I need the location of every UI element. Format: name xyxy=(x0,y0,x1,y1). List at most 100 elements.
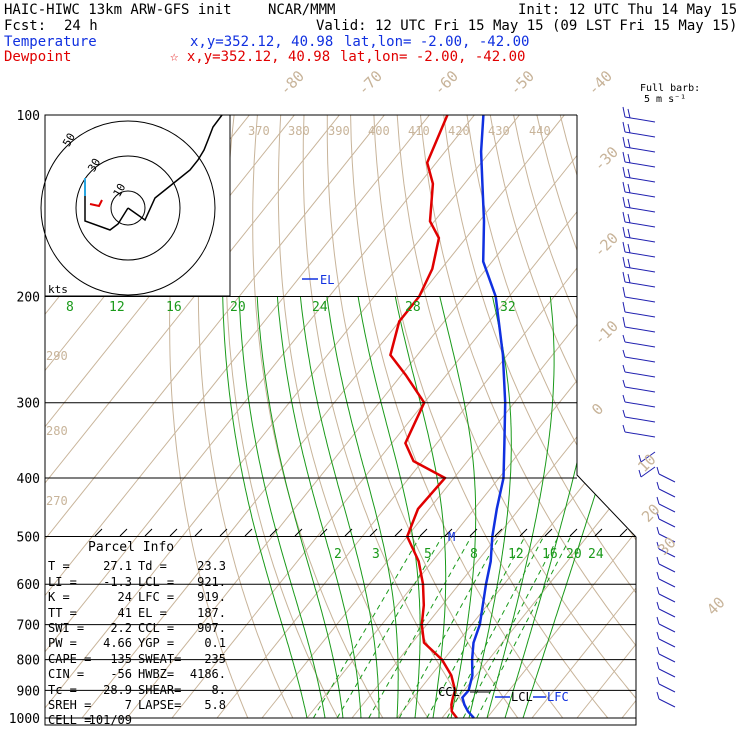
parcel-value: 135 xyxy=(110,651,132,666)
wind-barb-flag xyxy=(622,211,626,223)
parcel-key: Td = xyxy=(138,559,167,574)
mixing-ratio-line xyxy=(462,536,559,719)
isotherm-label: -40 xyxy=(584,67,616,99)
wind-level-tick xyxy=(344,528,353,537)
wind-barb-flag xyxy=(656,541,660,550)
wind-barb-flag xyxy=(622,121,626,133)
mixing-ratio-label: 20 xyxy=(566,547,582,562)
wind-barb-flag xyxy=(622,349,626,358)
wind-barb xyxy=(624,341,656,348)
wind-barb xyxy=(624,296,656,303)
isotherm-line xyxy=(486,115,636,719)
wind-barb-flag xyxy=(622,151,626,163)
parcel-row: TT = 41 EL = 187. xyxy=(48,606,228,621)
parcel-row: K = 24 LFC = 919. xyxy=(48,590,228,605)
mixing-ratio-line xyxy=(476,536,572,719)
wind-barb-flag xyxy=(622,334,626,343)
dry-adiabat-line xyxy=(489,115,636,719)
wind-barb xyxy=(640,466,656,478)
hodograph-ring-label: 30 xyxy=(85,156,103,174)
parcel-value: 101/09 xyxy=(88,713,132,728)
theta-label: 430 xyxy=(488,124,510,138)
wind-barb-flag xyxy=(622,196,626,208)
wind-barb xyxy=(658,488,676,498)
wind-level-tick xyxy=(194,528,203,537)
parcel-key xyxy=(138,713,186,728)
plot-frame xyxy=(44,115,637,726)
wind-barb-flag xyxy=(627,153,631,164)
dry-adiabat-line xyxy=(277,115,429,719)
parcel-key: TT = xyxy=(48,605,77,620)
wind-barb xyxy=(624,401,656,408)
parcel-value: 919. xyxy=(197,590,226,605)
wind-level-tick xyxy=(469,528,478,537)
parcel-value: 2.2 xyxy=(110,621,132,636)
pressure-tick-label: 700 xyxy=(17,619,40,634)
parcel-value: 24 xyxy=(117,590,132,605)
wind-barb xyxy=(624,356,656,363)
hodograph-units-label: kts xyxy=(48,283,68,296)
dry-adiabat-line xyxy=(536,115,636,719)
lfc-label: LFC xyxy=(547,690,569,704)
isotherm-label: -30 xyxy=(590,143,622,175)
theta-label: 290 xyxy=(46,349,68,363)
wind-barb xyxy=(658,668,676,678)
pressure-tick-label: 600 xyxy=(17,578,40,593)
isotherm-line xyxy=(45,115,340,719)
wind-level-tick xyxy=(419,528,428,537)
wind-level-tick xyxy=(369,528,378,537)
theta-label: 440 xyxy=(529,124,551,138)
dry-adiabat-line xyxy=(197,115,294,719)
isotherm-line xyxy=(261,115,636,719)
wind-barb-flag xyxy=(622,271,626,283)
wind-barb-flag xyxy=(656,691,660,700)
wind-level-tick xyxy=(319,528,328,537)
isotherm-line xyxy=(45,115,475,719)
theta-label: 370 xyxy=(248,124,270,138)
parcel-key: Tc = xyxy=(48,682,77,697)
hodograph-ring xyxy=(40,120,216,296)
isotherm-label: 0 xyxy=(588,400,607,419)
wind-barb xyxy=(624,311,656,318)
dewpoint-latlon: lat,lon= -2.00, -42.00 xyxy=(340,49,526,65)
mixing-ratio-label: 24 xyxy=(312,300,328,315)
dry-adiabat-line xyxy=(629,115,636,719)
parcel-value: 7 xyxy=(124,698,132,713)
wind-barb-flag xyxy=(622,241,626,253)
isotherm-line xyxy=(441,115,636,719)
dry-adiabat-line xyxy=(169,115,249,719)
init-time: Init: 12 UTC Thu 14 May 15 xyxy=(518,2,738,18)
parcel-value: 921. xyxy=(197,574,226,589)
wind-level-tick xyxy=(169,528,178,537)
wind-barb-flag xyxy=(627,108,631,119)
wind-level-tick xyxy=(444,528,453,537)
hodograph-ring-label: 10 xyxy=(111,181,129,199)
pressure-tick-label: 1000 xyxy=(9,712,40,727)
wind-level-tick xyxy=(619,528,628,537)
wind-barb-flag xyxy=(622,181,626,193)
parcel-value: 27.1 xyxy=(103,559,132,574)
pressure-tick-label: 100 xyxy=(17,109,40,124)
dewpoint-profile xyxy=(389,115,458,719)
parcel-value: 907. xyxy=(197,621,226,636)
wind-barb-flag xyxy=(622,106,626,118)
pressure-tick-label: 900 xyxy=(17,684,40,699)
mixing-ratio-line xyxy=(368,536,472,719)
parcel-key: LFC = xyxy=(138,590,175,605)
hodograph-trace-upper xyxy=(127,114,223,222)
parcel-value: -56 xyxy=(110,667,132,682)
dry-adiabat-line xyxy=(443,115,636,719)
wind-barb-flag xyxy=(627,213,631,224)
isotherm-line xyxy=(531,115,636,719)
moist-adiabat-line xyxy=(326,296,399,719)
wind-barb xyxy=(624,326,656,333)
hodograph-ring xyxy=(75,155,181,261)
parcel-key: SHEAR= xyxy=(138,682,182,697)
wind-barb-flag xyxy=(627,273,631,284)
wind-barb xyxy=(658,653,676,663)
dry-adiabat-line xyxy=(350,115,564,719)
parcel-row: LI = -1.3 LCL = 921. xyxy=(48,575,228,590)
mixing-ratio-label: 16 xyxy=(542,547,558,562)
parcel-key: PW = xyxy=(48,636,77,651)
wind-barb-flag xyxy=(622,136,626,148)
